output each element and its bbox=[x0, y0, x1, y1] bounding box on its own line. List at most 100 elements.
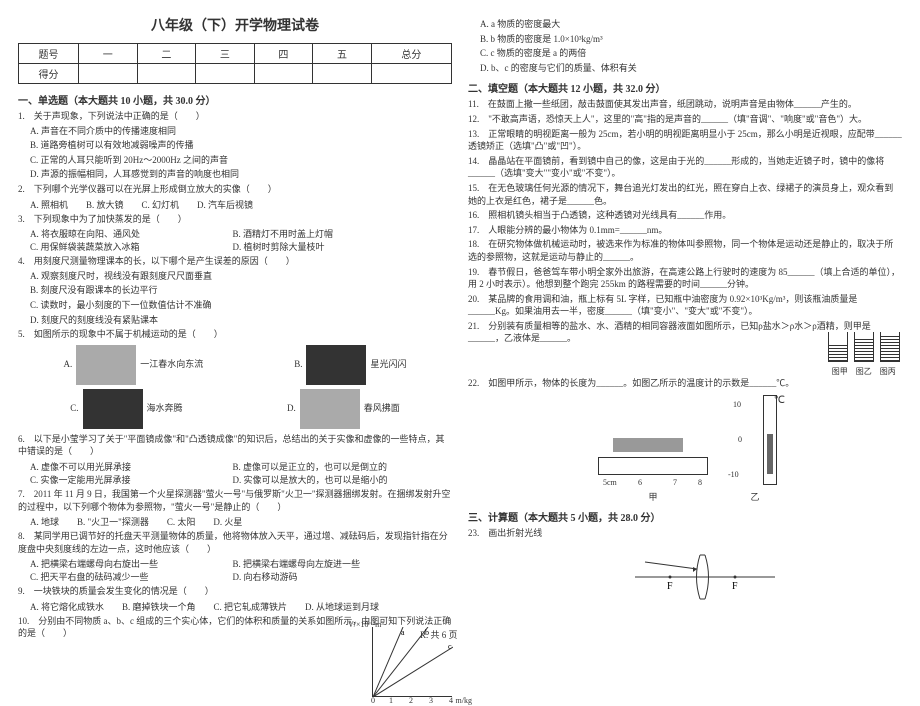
q5-label-a: 一江春水向东流 bbox=[140, 359, 203, 369]
page-footer: R. 共 6 页 bbox=[420, 628, 458, 641]
q5-img-d bbox=[300, 389, 360, 429]
q8-opt-b: B. 把横梁右端螺母向左旋进一些 bbox=[233, 557, 436, 570]
chart-xtick: 1 bbox=[389, 695, 393, 706]
beaker-icon bbox=[828, 332, 848, 362]
q3-opt-a: A. 将衣服晾在向阳、通风处 bbox=[30, 227, 233, 240]
q7-opt-c: C. 太阳 bbox=[167, 515, 196, 528]
q10: 10. 分别由不同物质 a、b、c 组成的三个实心体，它们的体积和质量的关系如图… bbox=[18, 615, 452, 640]
score-cell: 总分 bbox=[371, 44, 451, 64]
q4-opt-d: D. 刻度尺的刻度线没有紧贴课本 bbox=[30, 314, 452, 327]
q9-opt-b: B. 磨掉铁块一个角 bbox=[122, 600, 196, 613]
q23: 23. 画出折射光线 bbox=[468, 527, 902, 540]
q11: 11. 在鼓面上撒一些纸团，敲击鼓面使其发出声音，纸团跳动，说明声音是由物体__… bbox=[468, 98, 902, 111]
focal-label: F bbox=[732, 581, 738, 592]
q4-opt-b: B. 刻度尺没有跟课本的长边平行 bbox=[30, 284, 452, 297]
q17: 17. 人眼能分辨的最小物体为 0.1mm=______nm。 bbox=[468, 224, 902, 237]
q8-opt-c: C. 把天平右盘的砝码减少一些 bbox=[30, 570, 233, 583]
q1-opt-d: D. 声源的振幅相同，人耳感觉到的声音的响度也相同 bbox=[30, 168, 452, 181]
q19: 19. 春节假日，爸爸驾车带小明全家外出旅游，在高速公路上行驶时的速度为 85_… bbox=[468, 266, 902, 291]
q5-opt-d: D. bbox=[287, 403, 296, 413]
q8: 8. 某同学用已调节好的托盘天平测量物体的质量，他将物体放入天平，通过增、减砝码… bbox=[18, 530, 452, 555]
section2-header: 二、填空题（本大题共 12 小题，共 32.0 分） bbox=[468, 80, 902, 95]
score-cell: 得分 bbox=[19, 64, 79, 84]
therm-label: 0 bbox=[738, 435, 742, 444]
q4-opt-c: C. 读数时，最小刻度的下一位数值估计不准确 bbox=[30, 299, 452, 312]
q7: 7. 2011 年 11 月 9 日，我国第一个火星探测器"萤火一号"与俄罗斯"… bbox=[18, 488, 452, 513]
score-cell bbox=[196, 64, 255, 84]
q1-opt-c: C. 正常的人耳只能听到 20Hz～2000Hz 之间的声音 bbox=[30, 154, 452, 167]
q1-opt-b: B. 道路旁植树可以有效地减弱噪声的传播 bbox=[30, 139, 452, 152]
q21-text: 21. 分别装有质量相等的盐水、水、酒精的相同容器液面如图所示，已知ρ盐水＞ρ水… bbox=[468, 321, 871, 344]
score-cell: 二 bbox=[137, 44, 196, 64]
q22-label2: 乙 bbox=[733, 490, 777, 503]
q5-img-b bbox=[306, 345, 366, 385]
q9-opt-a: A. 将它熔化成铁水 bbox=[30, 600, 104, 613]
q2-opt-a: A. 照相机 bbox=[30, 198, 68, 211]
score-table: 题号 一 二 三 四 五 总分 得分 bbox=[18, 43, 452, 84]
score-cell: 三 bbox=[196, 44, 255, 64]
q10-opt-b: B. b 物质的密度是 1.0×10³kg/m³ bbox=[480, 33, 902, 46]
q14: 14. 晶晶站在平面镜前，看到镜中自己的像，这是由于光的______形成的，当她… bbox=[468, 155, 902, 180]
q5-img-a bbox=[76, 345, 136, 385]
q3-opt-d: D. 植树时剪除大量枝叶 bbox=[233, 240, 436, 253]
q2-opt-d: D. 汽车后视镜 bbox=[197, 198, 253, 211]
score-cell bbox=[371, 64, 451, 84]
q10-opt-d: D. b、c 的密度与它们的质量、体积有关 bbox=[480, 62, 902, 75]
beaker-icon bbox=[880, 332, 900, 362]
q9: 9. 一块铁块的质量会发生变化的情况是（ ） bbox=[18, 585, 452, 598]
chart-x-label: m/kg bbox=[456, 695, 472, 706]
q5-img-c bbox=[83, 389, 143, 429]
score-cell bbox=[137, 64, 196, 84]
q5-opt-c: C. bbox=[70, 403, 78, 413]
q7-opt-d: D. 火星 bbox=[213, 515, 242, 528]
q10-opt-a: A. a 物质的密度最大 bbox=[480, 18, 902, 31]
q10-opt-c: C. c 物质的密度是 a 的两倍 bbox=[480, 47, 902, 60]
q5-label-c: 海水奔腾 bbox=[147, 403, 183, 413]
chart-xtick: 4 bbox=[449, 695, 453, 706]
score-cell bbox=[254, 64, 313, 84]
q20: 20. 某品牌的食用调和油，瓶上标有 5L 字样，已知瓶中油密度为 0.92×1… bbox=[468, 293, 902, 318]
q22-label1: 甲 bbox=[593, 490, 713, 503]
q4-opt-a: A. 观察刻度尺时，视线没有跟刻度尺尺面垂直 bbox=[30, 270, 452, 283]
q6: 6. 以下是小莹学习了关于"平面镜成像"和"凸透镜成像"的知识后，总结出的关于实… bbox=[18, 433, 452, 458]
q13: 13. 正常眼睛的明视距离一般为 25cm，若小明的明视距离明显小于 25cm，… bbox=[468, 128, 902, 153]
q6-opt-a: A. 虚像不可以用光屏承接 bbox=[30, 460, 233, 473]
q2-opt-b: B. 放大镜 bbox=[86, 198, 124, 211]
score-cell: 四 bbox=[254, 44, 313, 64]
thermometer-figure bbox=[763, 395, 777, 485]
focal-label: F bbox=[667, 581, 673, 592]
q2-opt-c: C. 幻灯机 bbox=[142, 198, 180, 211]
svg-text:a: a bbox=[401, 628, 405, 637]
q5: 5. 如图所示的现象中不属于机械运动的是（ ） bbox=[18, 328, 452, 341]
q8-opt-d: D. 向右移动游码 bbox=[233, 570, 436, 583]
q4: 4. 用刻度尺测量物理课本的长，以下哪个是产生误差的原因（ ） bbox=[18, 255, 452, 268]
chart-xtick: 3 bbox=[429, 695, 433, 706]
score-cell: 题号 bbox=[19, 44, 79, 64]
exam-title: 八年级（下）开学物理试卷 bbox=[18, 15, 452, 35]
score-cell: 一 bbox=[79, 44, 138, 64]
q21-beakers: 图甲 图乙 图丙 bbox=[826, 332, 903, 377]
therm-label: 10 bbox=[733, 400, 741, 409]
q9-opt-d: D. 从地球运到月球 bbox=[305, 600, 379, 613]
section1-header: 一、单选题（本大题共 10 小题，共 30.0 分） bbox=[18, 92, 452, 107]
q21-labels: 图甲 图乙 图丙 bbox=[826, 366, 903, 377]
q5-label-b: 星光闪闪 bbox=[370, 359, 406, 369]
ruler-figure: 5cm 6 7 8 bbox=[593, 430, 713, 485]
score-cell bbox=[79, 64, 138, 84]
q8-opt-a: A. 把横梁右端螺母向右旋出一些 bbox=[30, 557, 233, 570]
q6-opt-c: C. 实像一定能用光屏承接 bbox=[30, 473, 233, 486]
q5-opt-b: B. bbox=[294, 359, 302, 369]
q1-opt-a: A. 声音在不同介质中的传播速度相同 bbox=[30, 125, 452, 138]
q18: 18. 在研究物体做机械运动时，被选来作为标准的物体叫参照物，同一个物体是运动还… bbox=[468, 238, 902, 263]
q5-opt-a: A. bbox=[63, 359, 72, 369]
therm-label: -10 bbox=[728, 470, 739, 479]
q7-opt-a: A. 地球 bbox=[30, 515, 59, 528]
q9-opt-c: C. 把它轧成薄铁片 bbox=[214, 600, 288, 613]
score-cell bbox=[313, 64, 372, 84]
lens-figure: F F bbox=[635, 547, 735, 607]
q6-opt-b: B. 虚像可以是正立的，也可以是倒立的 bbox=[233, 460, 436, 473]
q16: 16. 照相机镜头相当于凸透镜，这种透镜对光线具有______作用。 bbox=[468, 209, 902, 222]
q15: 15. 在无色玻璃任何光源的情况下，舞台追光灯发出的红光，照在穿白上衣、绿裙子的… bbox=[468, 182, 902, 207]
section3-header: 三、计算题（本大题共 5 小题，共 28.0 分） bbox=[468, 509, 902, 524]
q2: 2. 下列哪个光学仪器可以在光屏上形成倒立放大的实像（ ） bbox=[18, 183, 452, 196]
